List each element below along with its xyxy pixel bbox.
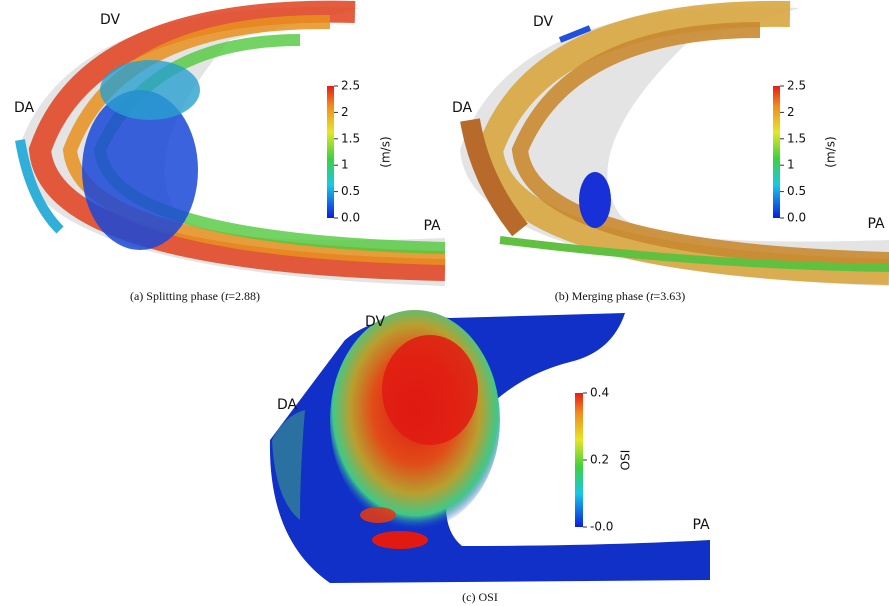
region-label: DV <box>365 314 386 330</box>
colorbar-tick-label: 2 <box>341 105 349 119</box>
region-label: DA <box>14 100 35 116</box>
region-label: DA <box>452 100 473 116</box>
caption: (a) Splitting phase (t=2.88) <box>130 289 260 303</box>
region-label: PA <box>692 517 710 533</box>
region-label: DV <box>100 12 121 28</box>
colorbar-tick-label: 1.5 <box>341 131 360 145</box>
region-label: DV <box>533 14 554 30</box>
caption-value: =3.63) <box>654 289 686 303</box>
region-label: DA <box>277 397 298 413</box>
region-label: PA <box>423 218 441 234</box>
colorbar-tick-label: 2 <box>787 105 795 119</box>
colorbar-tick-label: 1.5 <box>787 131 806 145</box>
colorbar <box>773 86 780 218</box>
colorbar-tick-label: 2.5 <box>341 79 360 93</box>
colorbar <box>327 86 334 218</box>
osi-render <box>270 310 710 583</box>
colorbar-title: (m/s) <box>379 136 393 167</box>
colorbar-tick-label: 0.4 <box>590 386 609 400</box>
caption-value: =2.88) <box>228 289 260 303</box>
caption-text: (a) Splitting phase ( <box>130 289 225 303</box>
colorbar-tick-label: 1 <box>787 158 795 172</box>
colorbar-tick-label: 0.0 <box>341 211 360 225</box>
colorbar <box>575 393 583 527</box>
colorbar-title: (m/s) <box>824 136 838 167</box>
colorbar-tick-label: 0.2 <box>590 453 609 467</box>
caption-text: (b) Merging phase ( <box>555 289 650 303</box>
colorbar-tick-label: -0.0 <box>590 520 613 534</box>
figure: DV DA PA 2.5 2 1.5 1 0.5 0.0 (m/s) (a) Splitting p… <box>0 0 889 606</box>
colorbar-title: OSI <box>619 450 633 471</box>
page: {"panels": [ {"labels": ["DV", "DA", "PA… <box>0 0 889 606</box>
region-label: PA <box>867 216 885 232</box>
colorbar-tick-label: 0.0 <box>787 211 806 225</box>
colorbar-tick-label: 0.5 <box>787 184 806 198</box>
colorbar-tick-label: 0.5 <box>341 184 360 198</box>
colorbar-tick-label: 1 <box>341 158 349 172</box>
caption: (b) Merging phase (t=3.63) <box>555 289 686 303</box>
colorbar-tick-label: 2.5 <box>787 79 806 93</box>
caption: (c) OSI <box>462 590 498 604</box>
caption-text: (c) OSI <box>462 590 498 604</box>
